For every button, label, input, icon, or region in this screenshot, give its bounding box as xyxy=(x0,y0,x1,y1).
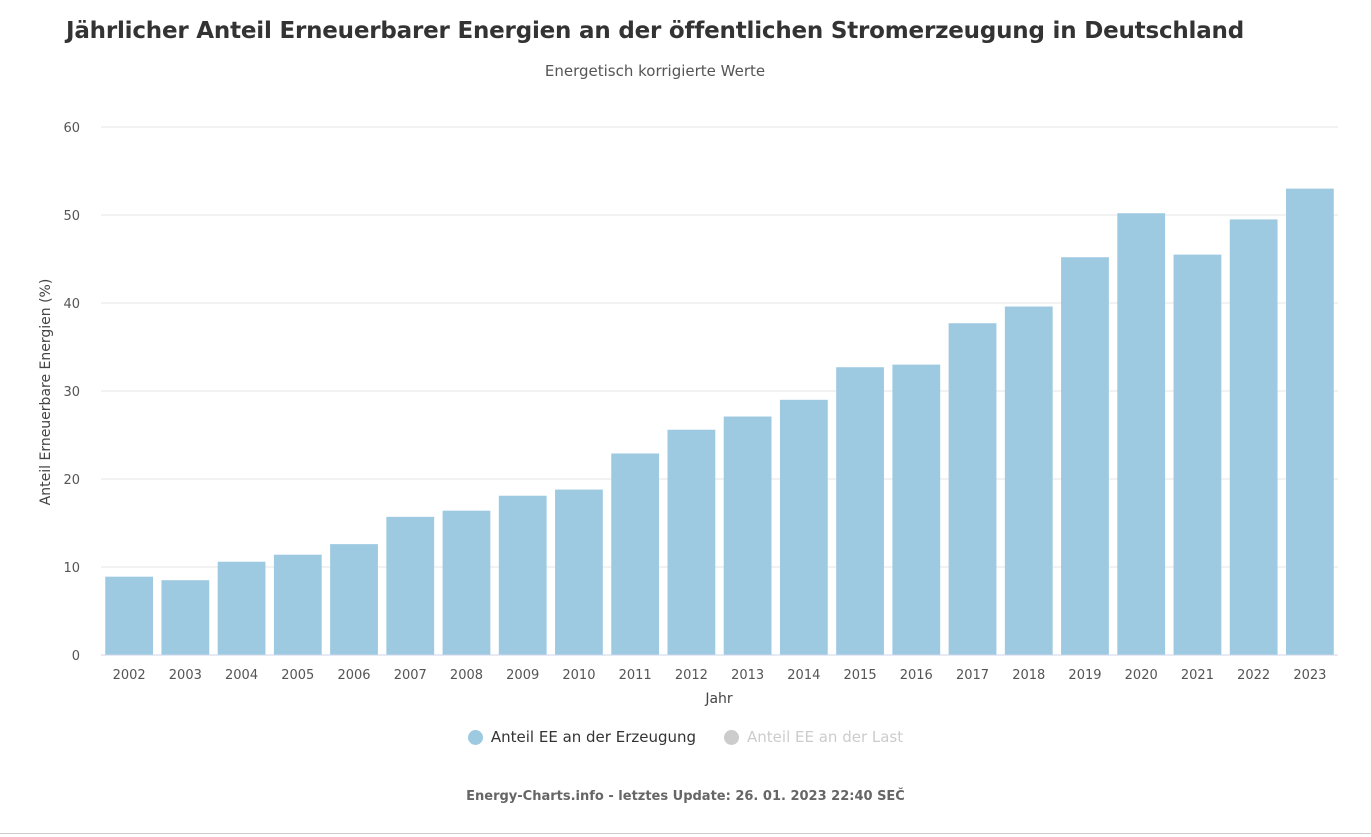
y-tick-label: 0 xyxy=(72,649,80,664)
x-tick-label: 2023 xyxy=(1293,668,1326,683)
x-tick-label: 2015 xyxy=(844,668,877,683)
y-axis: 0 10 20 30 40 50 60 xyxy=(63,121,80,664)
bar-2002[interactable] xyxy=(105,576,154,655)
x-tick-label: 2003 xyxy=(169,668,202,683)
x-tick-label: 2019 xyxy=(1068,668,1101,683)
legend-item-last[interactable]: Anteil EE an der Last xyxy=(724,728,903,746)
x-tick-label: 2018 xyxy=(1012,668,1045,683)
bar-2019[interactable] xyxy=(1061,257,1109,655)
y-axis-title: Anteil Erneuerbare Energien (%) xyxy=(38,279,54,506)
x-tick-label: 2008 xyxy=(450,668,483,683)
x-tick-label: 2004 xyxy=(225,668,258,683)
credits[interactable]: Energy-Charts.info - letztes Update: 26.… xyxy=(466,789,905,804)
bar-2014[interactable] xyxy=(779,399,828,655)
legend-dot-last xyxy=(724,729,740,745)
bar-2021[interactable] xyxy=(1173,254,1222,655)
bar-2012[interactable] xyxy=(667,429,716,655)
y-tick-label: 40 xyxy=(63,297,80,312)
bar-2018[interactable] xyxy=(1004,306,1053,655)
y-tick-label: 50 xyxy=(63,209,80,224)
legend-label-last: Anteil EE an der Last xyxy=(747,728,904,746)
legend-item-erzeugung[interactable]: Anteil EE an der Erzeugung xyxy=(467,728,697,746)
bar-2010[interactable] xyxy=(555,489,603,655)
y-tick-label: 10 xyxy=(63,561,80,576)
bar-2020[interactable] xyxy=(1117,213,1166,656)
bar-2016[interactable] xyxy=(892,364,941,655)
x-tick-label: 2009 xyxy=(506,668,539,683)
x-tick-label: 2010 xyxy=(562,668,595,683)
legend: Anteil EE an der Erzeugung Anteil EE an … xyxy=(0,728,1371,746)
x-tick-label: 2002 xyxy=(113,668,146,683)
bar-2008[interactable] xyxy=(442,510,491,655)
bar-2013[interactable] xyxy=(723,416,772,655)
x-tick-label: 2005 xyxy=(281,668,314,683)
x-axis: 2002 2003 2004 2005 2006 2007 2008 2009 2010 2011… xyxy=(101,654,1338,683)
x-tick-label: 2016 xyxy=(900,668,933,683)
bar-2011[interactable] xyxy=(611,453,660,655)
bar-2004[interactable] xyxy=(217,561,266,655)
bar-2022[interactable] xyxy=(1229,219,1278,655)
x-tick-label: 2006 xyxy=(337,668,370,683)
x-tick-label: 2014 xyxy=(787,668,820,683)
bar-2007[interactable] xyxy=(386,516,435,655)
bar-series xyxy=(105,188,1334,656)
bar-2009[interactable] xyxy=(498,495,547,655)
x-axis-title: Jahr xyxy=(704,691,733,707)
x-tick-label: 2020 xyxy=(1125,668,1158,683)
y-tick-label: 20 xyxy=(63,473,80,488)
bar-2003[interactable] xyxy=(161,580,210,655)
y-tick-label: 60 xyxy=(63,121,80,136)
bar-2005[interactable] xyxy=(273,554,322,655)
chart-title: Jährlicher Anteil Erneuerbarer Energien … xyxy=(65,18,1244,44)
x-tick-label: 2007 xyxy=(394,668,427,683)
bar-2017[interactable] xyxy=(948,323,997,655)
x-tick-label: 2012 xyxy=(675,668,708,683)
legend-dot-erzeugung xyxy=(467,729,483,745)
bar-2006[interactable] xyxy=(330,544,378,655)
y-tick-label: 30 xyxy=(63,385,80,400)
chart-subtitle: Energetisch korrigierte Werte xyxy=(544,62,766,80)
bottom-divider xyxy=(0,833,1371,834)
x-tick-label: 2013 xyxy=(731,668,764,683)
x-tick-label: 2022 xyxy=(1237,668,1270,683)
x-tick-label: 2011 xyxy=(619,668,652,683)
legend-label-erzeugung: Anteil EE an der Erzeugung xyxy=(490,728,697,746)
bar-2015[interactable] xyxy=(836,367,884,655)
bar-2023[interactable] xyxy=(1285,188,1334,655)
x-tick-label: 2017 xyxy=(956,668,989,683)
x-tick-label: 2021 xyxy=(1181,668,1214,683)
